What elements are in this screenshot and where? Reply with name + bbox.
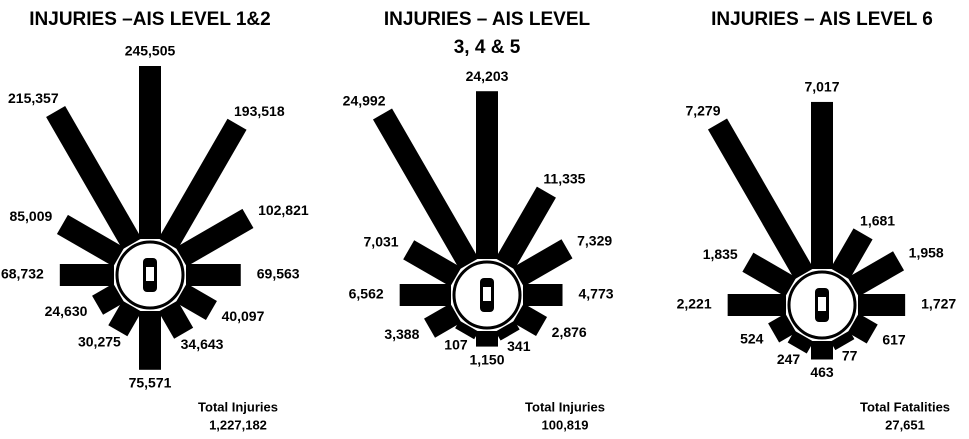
value-label: 245,505	[125, 43, 176, 59]
total-label: Total Injuries	[198, 399, 278, 414]
value-label: 24,992	[343, 93, 386, 109]
bar	[811, 101, 833, 269]
bar	[108, 300, 142, 337]
value-label: 69,563	[257, 266, 300, 282]
bar	[139, 66, 161, 239]
bar	[512, 303, 548, 337]
bar	[185, 264, 241, 286]
chart-title: INJURIES – AIS LEVEL 6	[711, 9, 933, 30]
value-label: 68,732	[1, 266, 44, 282]
value-label: 1,958	[909, 245, 944, 261]
value-label: 2,876	[552, 324, 587, 340]
bar	[742, 252, 797, 297]
bar	[523, 284, 563, 306]
value-label: 341	[507, 338, 531, 354]
chart-title: INJURIES – AIS LEVEL	[384, 9, 591, 30]
value-label: 6,562	[349, 286, 384, 302]
chart-title: INJURIES –AIS LEVEL 1&2	[29, 9, 270, 30]
value-label: 193,518	[234, 103, 285, 119]
value-label: 524	[740, 331, 764, 347]
car-window	[818, 297, 826, 311]
value-label: 247	[777, 351, 801, 367]
value-label: 75,571	[129, 374, 172, 390]
value-label: 1,150	[469, 351, 504, 367]
bar	[727, 294, 787, 316]
value-label: 1,727	[921, 296, 956, 312]
bar	[830, 228, 873, 280]
value-label: 7,017	[804, 79, 839, 95]
value-label: 7,031	[364, 233, 399, 249]
value-label: 24,630	[45, 303, 88, 319]
bar	[158, 300, 194, 339]
value-label: 2,221	[677, 296, 712, 312]
value-label: 40,097	[222, 308, 265, 324]
value-label: 34,643	[181, 336, 224, 352]
total-value: 100,819	[542, 417, 589, 432]
total-value: 27,651	[885, 417, 925, 432]
value-label: 1,681	[860, 212, 895, 228]
bar	[399, 284, 451, 306]
bar	[847, 251, 905, 297]
bar	[455, 320, 479, 340]
bar	[857, 294, 906, 316]
value-label: 7,279	[685, 103, 720, 119]
value-label: 4,773	[579, 286, 614, 302]
bar	[175, 283, 217, 321]
value-label: 30,275	[78, 334, 121, 350]
value-label: 7,329	[577, 233, 612, 249]
value-label: 215,357	[8, 90, 59, 106]
bar	[707, 118, 814, 280]
total-label: Total Fatalities	[860, 399, 950, 414]
bar	[175, 208, 254, 267]
bar	[811, 341, 833, 360]
value-label: 1,835	[703, 246, 738, 262]
bar	[512, 239, 573, 287]
bar	[830, 330, 855, 351]
bar	[768, 313, 797, 343]
car-window	[483, 287, 491, 301]
bar	[787, 330, 814, 354]
bar	[56, 214, 125, 267]
value-label: 24,203	[466, 68, 509, 84]
bar	[476, 91, 498, 259]
value-label: 3,388	[384, 326, 419, 342]
car-window	[146, 267, 154, 281]
total-label: Total Injuries	[525, 399, 605, 414]
value-label: 77	[842, 347, 858, 363]
bar	[139, 311, 161, 370]
bar	[92, 283, 125, 315]
bar	[46, 106, 142, 250]
value-label: 85,009	[9, 208, 52, 224]
total-value: 1,227,182	[209, 417, 267, 432]
value-label: 102,821	[258, 202, 309, 218]
bar	[476, 331, 498, 347]
value-label: 463	[810, 364, 834, 380]
bar	[59, 264, 115, 286]
bar	[424, 303, 462, 338]
value-label: 107	[444, 337, 468, 353]
bar	[372, 108, 479, 270]
bar	[495, 320, 520, 341]
bar	[403, 240, 462, 287]
chart-title: 3, 4 & 5	[454, 37, 521, 58]
value-label: 11,335	[543, 171, 585, 187]
value-label: 617	[882, 332, 906, 348]
bar	[495, 186, 556, 270]
bar	[158, 118, 247, 250]
bar	[847, 313, 878, 344]
